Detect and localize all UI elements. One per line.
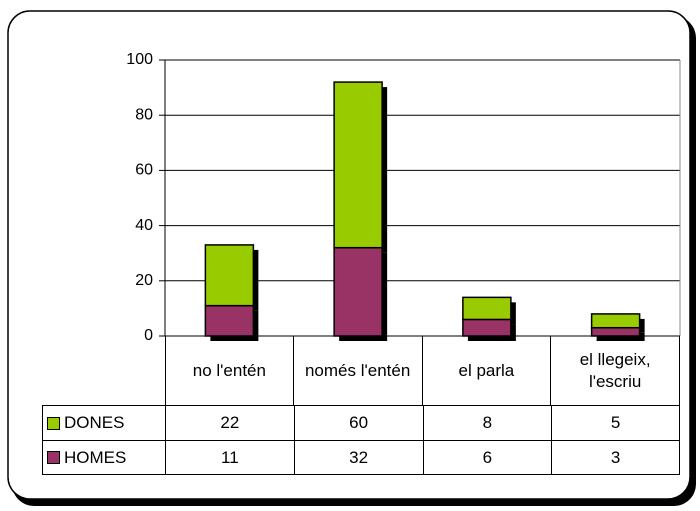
y-tick-label: 0 <box>144 327 153 344</box>
y-tick-label: 60 <box>135 162 153 179</box>
bar <box>333 246 383 337</box>
y-tick-label: 20 <box>135 272 153 289</box>
table-value: 60 <box>293 405 423 440</box>
y-tick-label: 100 <box>126 51 153 68</box>
table-value: 22 <box>165 405 294 440</box>
legend-entry: HOMES <box>42 440 165 475</box>
table-value: 8 <box>422 405 552 440</box>
table-value: 32 <box>293 440 423 475</box>
category-label: el llegeix, l'escriu <box>551 336 680 405</box>
legend-label: DONES <box>64 413 125 432</box>
category-label: només l'entén <box>294 336 423 405</box>
table-value: 6 <box>422 440 552 475</box>
category-label: no l'entén <box>165 336 294 405</box>
bar <box>204 304 255 337</box>
table-value: 3 <box>551 440 680 475</box>
bar <box>590 313 641 329</box>
legend-swatch <box>47 416 60 430</box>
table-value: 11 <box>165 440 294 475</box>
y-tick-label: 40 <box>135 217 153 234</box>
table-value: 5 <box>551 405 680 440</box>
bar <box>333 81 383 249</box>
legend-label: HOMES <box>64 447 127 467</box>
bar <box>590 326 641 337</box>
legend-swatch <box>47 451 60 464</box>
bar <box>462 296 512 321</box>
category-label: el parla <box>423 336 552 405</box>
bar <box>204 244 255 307</box>
bar-shadow <box>596 332 645 341</box>
bar <box>462 318 512 337</box>
y-tick-label: 80 <box>135 106 153 123</box>
legend-entry: DONES <box>42 405 165 440</box>
